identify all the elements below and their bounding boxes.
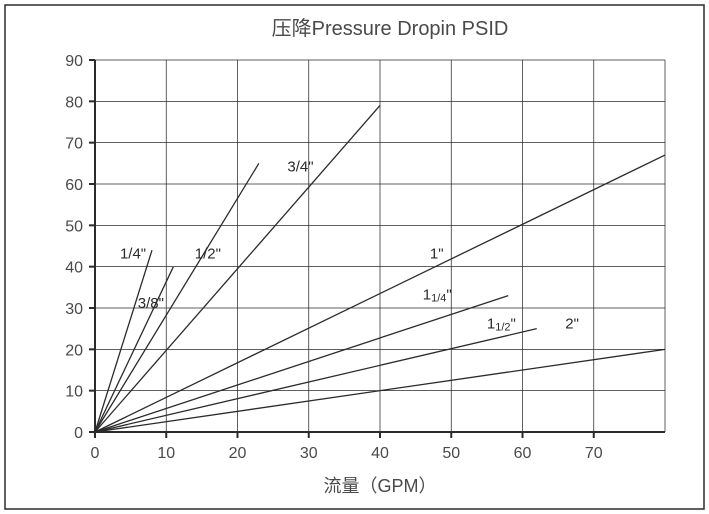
series-label: 3/4" bbox=[287, 159, 313, 176]
x-tick-label: 70 bbox=[585, 445, 603, 462]
series-line bbox=[95, 296, 508, 432]
series-label: 2" bbox=[565, 316, 579, 333]
series-line bbox=[95, 329, 537, 432]
y-tick-label: 80 bbox=[65, 94, 83, 111]
x-tick-label: 0 bbox=[91, 445, 100, 462]
x-tick-label: 20 bbox=[229, 445, 247, 462]
series-label: 3/8" bbox=[138, 295, 164, 312]
x-tick-label: 30 bbox=[300, 445, 318, 462]
x-tick-label: 60 bbox=[514, 445, 532, 462]
y-tick-label: 10 bbox=[65, 384, 83, 401]
y-tick-label: 90 bbox=[65, 53, 83, 70]
y-tick-label: 70 bbox=[65, 136, 83, 153]
series-label: 1" bbox=[430, 245, 444, 262]
y-tick-label: 50 bbox=[65, 218, 83, 235]
chart-title: 压降Pressure Dropin PSID bbox=[272, 17, 509, 40]
series-label: 1/4" bbox=[120, 245, 146, 262]
chart-border bbox=[5, 5, 704, 509]
pressure-drop-chart: 压降Pressure Dropin PSID 流量（GPM） 0 10 20 30 40… bbox=[0, 0, 709, 514]
plot-area: 0 10 20 30 40 50 60 70 80 90 0 10 20 30 40 50 60 70 1/4" 3/… bbox=[65, 53, 665, 462]
x-tick-label: 10 bbox=[157, 445, 175, 462]
y-tick-label: 30 bbox=[65, 301, 83, 318]
chart-container: 压降Pressure Dropin PSID 流量（GPM） 0 10 20 30 40… bbox=[0, 0, 709, 514]
y-tick-label: 60 bbox=[65, 177, 83, 194]
series-label: 1/2" bbox=[195, 245, 221, 262]
series-line bbox=[95, 250, 152, 432]
x-tick-label: 50 bbox=[442, 445, 460, 462]
y-tick-label: 0 bbox=[74, 425, 83, 442]
y-tick-label: 40 bbox=[65, 260, 83, 277]
series-label: 11/4" bbox=[423, 287, 452, 305]
x-axis-label: 流量（GPM） bbox=[323, 476, 436, 496]
series-label: 11/2" bbox=[487, 316, 516, 334]
y-tick-label: 20 bbox=[65, 342, 83, 359]
x-tick-label: 40 bbox=[371, 445, 389, 462]
